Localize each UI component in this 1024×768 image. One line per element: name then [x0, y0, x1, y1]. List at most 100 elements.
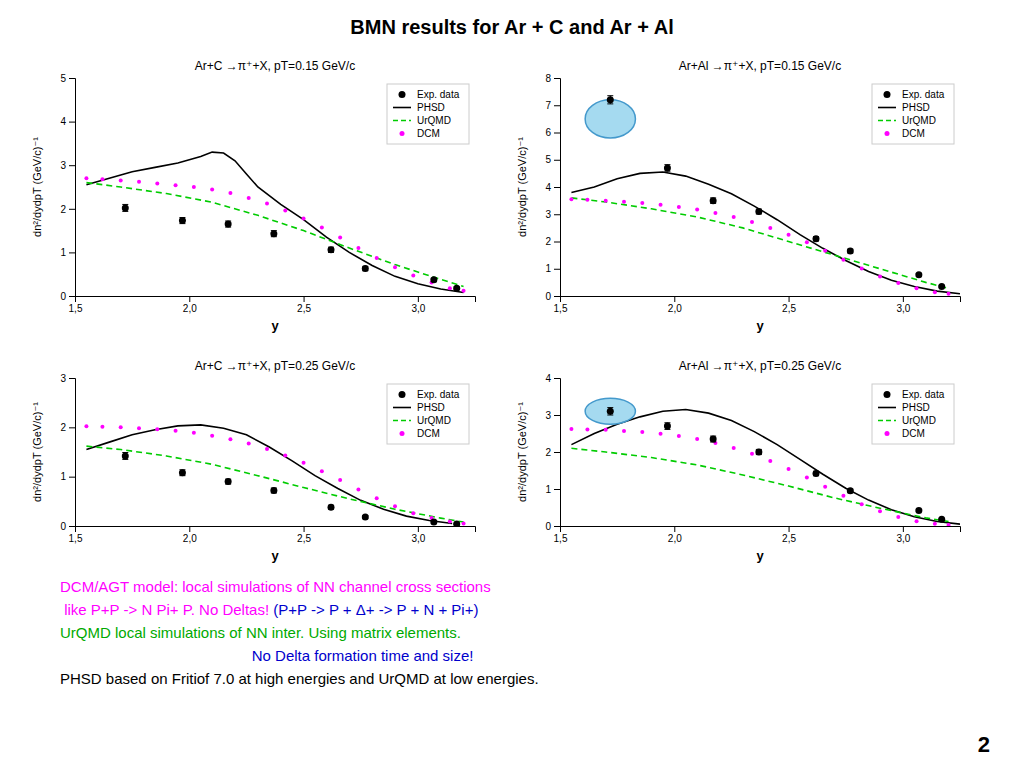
annotation-text: DCM/AGT model: local simulations of NN c… — [60, 578, 491, 595]
dot-point — [933, 290, 937, 294]
dot-point — [247, 442, 251, 446]
x-axis-title: y — [271, 318, 279, 333]
y-tick: 2 — [545, 236, 560, 247]
y-tick-mark — [69, 252, 75, 253]
dot-point — [155, 427, 159, 431]
x-tick-mark — [418, 526, 419, 532]
data-point — [453, 521, 460, 526]
dot-point — [787, 233, 791, 237]
dot-point — [462, 522, 466, 526]
y-tick-label: 0 — [60, 291, 66, 302]
dot-point — [659, 203, 663, 207]
y-tick-label: 0 — [60, 521, 66, 532]
legend-label: UrQMD — [417, 415, 451, 426]
legend-label: DCM — [902, 128, 925, 139]
dot-point — [137, 180, 141, 184]
y-tick-mark — [554, 296, 560, 297]
x-tick-label: 1,5 — [554, 303, 568, 314]
y-tick: 2 — [60, 422, 75, 433]
data-point — [813, 235, 820, 242]
y-axis-title: dn²/dydpT (GeV/c)⁻¹ — [31, 137, 43, 237]
page: BMN results for Ar + C and Ar + Al1,52,0… — [0, 0, 1024, 768]
x-tick-label: 2,0 — [183, 303, 197, 314]
x-tick-mark — [418, 296, 419, 302]
y-tick-mark — [554, 242, 560, 243]
y-tick: 6 — [545, 127, 560, 138]
dot-point — [750, 220, 754, 224]
x-axis-line — [561, 527, 961, 533]
y-tick: 4 — [545, 182, 560, 193]
y-tick-mark — [69, 378, 75, 379]
y-tick-label: 5 — [60, 73, 66, 84]
legend-swatch — [885, 431, 890, 436]
lines-layer — [84, 152, 465, 293]
x-tick-label: 2,0 — [668, 303, 682, 314]
x-tick-label: 3,0 — [411, 303, 425, 314]
y-tick-mark — [69, 165, 75, 166]
legend-label: PHSD — [417, 402, 445, 413]
dot-point — [768, 226, 772, 230]
dot-point — [210, 188, 214, 192]
y-tick-label: 3 — [60, 160, 66, 171]
y-tick-label: 1 — [545, 263, 551, 274]
data-point — [328, 246, 335, 253]
y-tick: 5 — [60, 73, 75, 84]
dot-point — [805, 240, 809, 244]
data-point — [915, 271, 922, 278]
y-axis-title: dn²/dydpT (GeV/c)⁻¹ — [516, 137, 528, 237]
dot-point — [622, 200, 626, 204]
legend-label: Exp. data — [902, 89, 945, 100]
legend-box — [387, 84, 469, 144]
series-line — [571, 448, 948, 521]
error-bar — [122, 204, 128, 211]
x-tick-label: 3,0 — [896, 303, 910, 314]
annotations: DCM/AGT model: local simulations of NN c… — [60, 578, 539, 687]
data-point — [755, 208, 762, 215]
dot-point — [119, 425, 123, 429]
subplot: 1,52,02,53,001234Ar+Al →π⁺+X, pT=0.25 Ge… — [516, 359, 961, 563]
x-tick-label: 2,5 — [782, 533, 796, 544]
data-point — [430, 276, 437, 283]
error-bar — [271, 231, 277, 237]
y-tick-label: 3 — [60, 373, 66, 384]
y-tick: 0 — [60, 291, 75, 302]
points-layer — [122, 204, 460, 291]
points-layer — [122, 452, 460, 526]
subplot: 1,52,02,53,0012345678Ar+Al →π⁺+X, pT=0.1… — [516, 59, 961, 333]
dot-point — [320, 226, 324, 230]
dot-point — [228, 191, 232, 195]
error-bar — [607, 408, 613, 415]
dot-point — [393, 504, 397, 508]
annotation-text: No Delta formation time and size! — [60, 647, 473, 664]
dot-point — [283, 453, 287, 457]
legend-box — [872, 384, 954, 444]
y-tick-label: 4 — [545, 373, 551, 384]
y-axis: 012345 — [60, 73, 75, 302]
annotation-line: DCM/AGT model: local simulations of NN c… — [60, 578, 491, 595]
highlight-layer — [585, 100, 635, 138]
dot-point — [622, 429, 626, 433]
annotation-line: PHSD based on Fritiof 7.0 at high energi… — [60, 670, 539, 687]
y-tick: 2 — [545, 447, 560, 458]
dot-point — [569, 197, 573, 201]
x-axis: 1,52,02,53,0 — [69, 526, 476, 544]
series-line — [571, 198, 948, 288]
y-axis-line — [69, 79, 76, 297]
dot-point — [320, 469, 324, 473]
data-point — [453, 285, 460, 292]
legend-swatch — [885, 131, 890, 136]
x-tick-mark — [189, 526, 190, 532]
y-tick-mark — [554, 526, 560, 527]
y-tick: 1 — [545, 484, 560, 495]
highlight-ellipse — [585, 100, 635, 138]
subplot-title: Ar+Al →π⁺+X, pT=0.25 GeV/c — [679, 359, 841, 373]
y-tick-label: 4 — [545, 182, 551, 193]
dot-point — [640, 430, 644, 434]
dot-point — [448, 286, 452, 290]
data-point — [847, 248, 854, 255]
y-tick-mark — [554, 452, 560, 453]
dot-point — [896, 281, 900, 285]
x-tick: 2,5 — [782, 526, 796, 544]
x-tick-mark — [189, 296, 190, 302]
dot-point — [860, 266, 864, 270]
